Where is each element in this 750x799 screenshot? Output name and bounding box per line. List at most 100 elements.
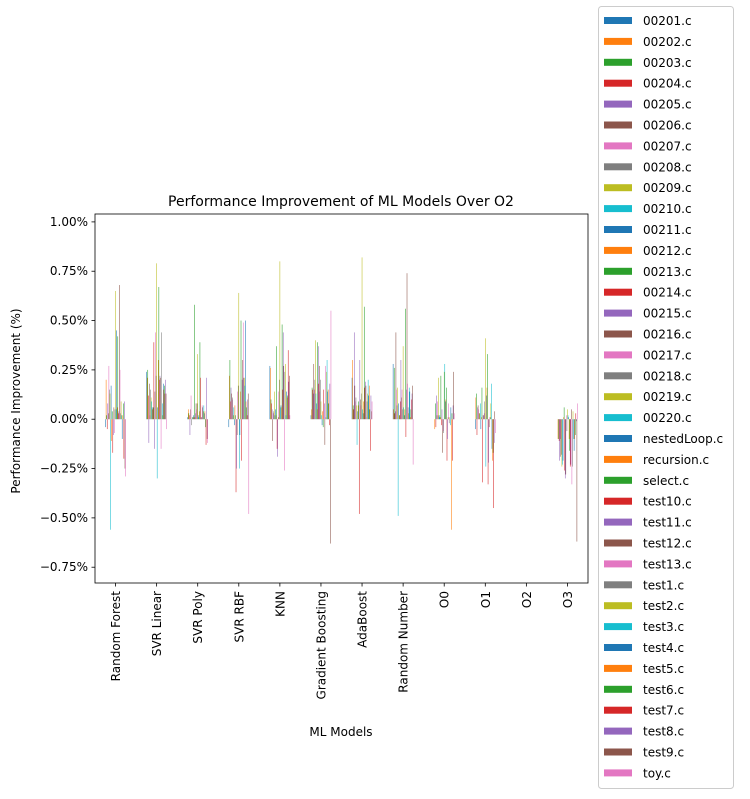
bar-test8-c-2 (206, 377, 207, 420)
bar-test13-c-6 (366, 417, 367, 420)
bar-test5-c-0 (122, 415, 124, 420)
bar-00209-c-9 (479, 413, 481, 420)
bar-00205-c-4 (271, 409, 273, 420)
bar-00204-c-4 (271, 403, 272, 420)
bar-00219-c-2 (197, 354, 198, 420)
bar-test6-c-9 (492, 419, 494, 453)
bar-nestedLoop-c-4 (280, 405, 282, 420)
bar-00216-c-9 (483, 415, 484, 420)
bar-00214-c-9 (482, 419, 483, 483)
legend-label: 00211.c (643, 223, 692, 237)
bar-00213-c-11 (563, 407, 565, 420)
bar-test5-c-1 (163, 389, 165, 420)
bar-00208-c-8 (437, 415, 439, 420)
bar-test7-c-6 (370, 419, 371, 451)
bar-test8-c-1 (165, 379, 166, 420)
bar-test6-c-7 (410, 409, 412, 420)
bar-test6-c-3 (246, 407, 247, 420)
bar-00216-c-2 (195, 403, 197, 420)
bar-00213-c-6 (358, 401, 359, 420)
bar-00210-c-3 (233, 407, 235, 420)
bar-test7-c-3 (246, 415, 248, 420)
bar-recursion-c-7 (404, 409, 406, 420)
legend-swatch (604, 79, 632, 87)
bar-00208-c-3 (232, 397, 233, 420)
bar-test2-c-6 (367, 393, 368, 420)
bar-00201-c-6 (351, 377, 353, 420)
bar-00217-c-11 (566, 415, 567, 420)
legend-swatch (604, 476, 632, 484)
bar-00218-c-0 (114, 409, 116, 420)
bar-test13-c-4 (284, 419, 285, 471)
legend-swatch (604, 393, 632, 401)
bar-00202-c-4 (270, 367, 271, 420)
bar-test13-c-9 (489, 417, 491, 420)
bar-00201-c-4 (269, 365, 271, 420)
legend-label: 00216.c (643, 328, 692, 342)
bar-00205-c-7 (395, 411, 396, 420)
legend-label: 00215.c (643, 307, 692, 321)
bar-test6-c-6 (369, 409, 371, 420)
bar-00206-c-5 (313, 363, 315, 420)
legend-swatch (604, 372, 632, 380)
bar-00203-c-3 (229, 360, 231, 420)
y-tick-label: 0.00% (50, 412, 88, 426)
x-tick-label: O3 (561, 591, 575, 608)
x-tick-label: SVR RBF (232, 591, 246, 643)
legend-swatch (604, 602, 632, 610)
legend-label: test13.c (643, 557, 692, 571)
bar-00219-c-5 (320, 401, 322, 420)
bar-test9-c-3 (247, 393, 249, 420)
bar-00202-c-7 (393, 409, 394, 420)
bar-00205-c-6 (353, 332, 355, 420)
bar-00203-c-1 (147, 369, 149, 420)
bar-toy-c-5 (330, 310, 332, 420)
bar-test7-c-5 (329, 419, 330, 426)
bar-00203-c-5 (311, 387, 313, 420)
bar-00214-c-1 (153, 342, 155, 420)
legend-label: 00213.c (643, 265, 692, 279)
bar-test6-c-1 (164, 385, 165, 420)
bar-test6-c-0 (123, 403, 124, 420)
legend-swatch (604, 581, 632, 589)
bar-00209-c-8 (438, 377, 439, 420)
bar-test4-c-4 (286, 391, 287, 420)
bar-00204-c-7 (394, 413, 396, 420)
bar-00207-c-6 (355, 401, 356, 420)
bars-group (105, 257, 578, 544)
bar-00215-c-7 (400, 360, 402, 420)
bar-00206-c-4 (272, 419, 273, 441)
bar-test9-c-8 (453, 371, 454, 420)
bar-00208-c-4 (273, 411, 275, 420)
bar-test9-c-6 (371, 411, 372, 420)
bar-test3-c-9 (491, 383, 492, 420)
bar-00214-c-3 (235, 419, 237, 493)
bar-test3-c-8 (450, 419, 451, 426)
bar-00207-c-1 (149, 415, 151, 420)
bar-00213-c-8 (440, 375, 442, 420)
bar-test10-c-8 (446, 419, 448, 461)
bar-00207-c-0 (108, 365, 110, 420)
bar-test12-c-1 (160, 377, 161, 420)
bar-00217-c-2 (196, 409, 197, 420)
bar-test5-c-9 (492, 419, 493, 461)
bar-00216-c-4 (277, 417, 279, 420)
bar-00214-c-5 (317, 383, 319, 420)
bar-00215-c-3 (236, 419, 237, 469)
y-tick-label: −0.75% (40, 560, 88, 574)
bar-test10-c-3 (241, 419, 242, 461)
bar-00218-c-9 (484, 401, 486, 420)
bar-test2-c-0 (120, 401, 122, 420)
bar-test7-c-11 (575, 413, 577, 420)
bar-test10-c-2 (200, 377, 201, 420)
bar-00208-c-5 (314, 379, 316, 420)
bar-00210-c-6 (356, 419, 358, 445)
bar-test6-c-2 (205, 419, 206, 428)
bar-test12-c-11 (571, 409, 572, 420)
bar-select-c-1 (158, 287, 160, 420)
bar-test11-c-3 (241, 379, 243, 420)
bar-test9-c-4 (289, 375, 290, 420)
bar-00205-c-9 (477, 407, 478, 420)
bar-toy-c-1 (166, 419, 167, 430)
bar-test4-c-11 (573, 419, 575, 451)
